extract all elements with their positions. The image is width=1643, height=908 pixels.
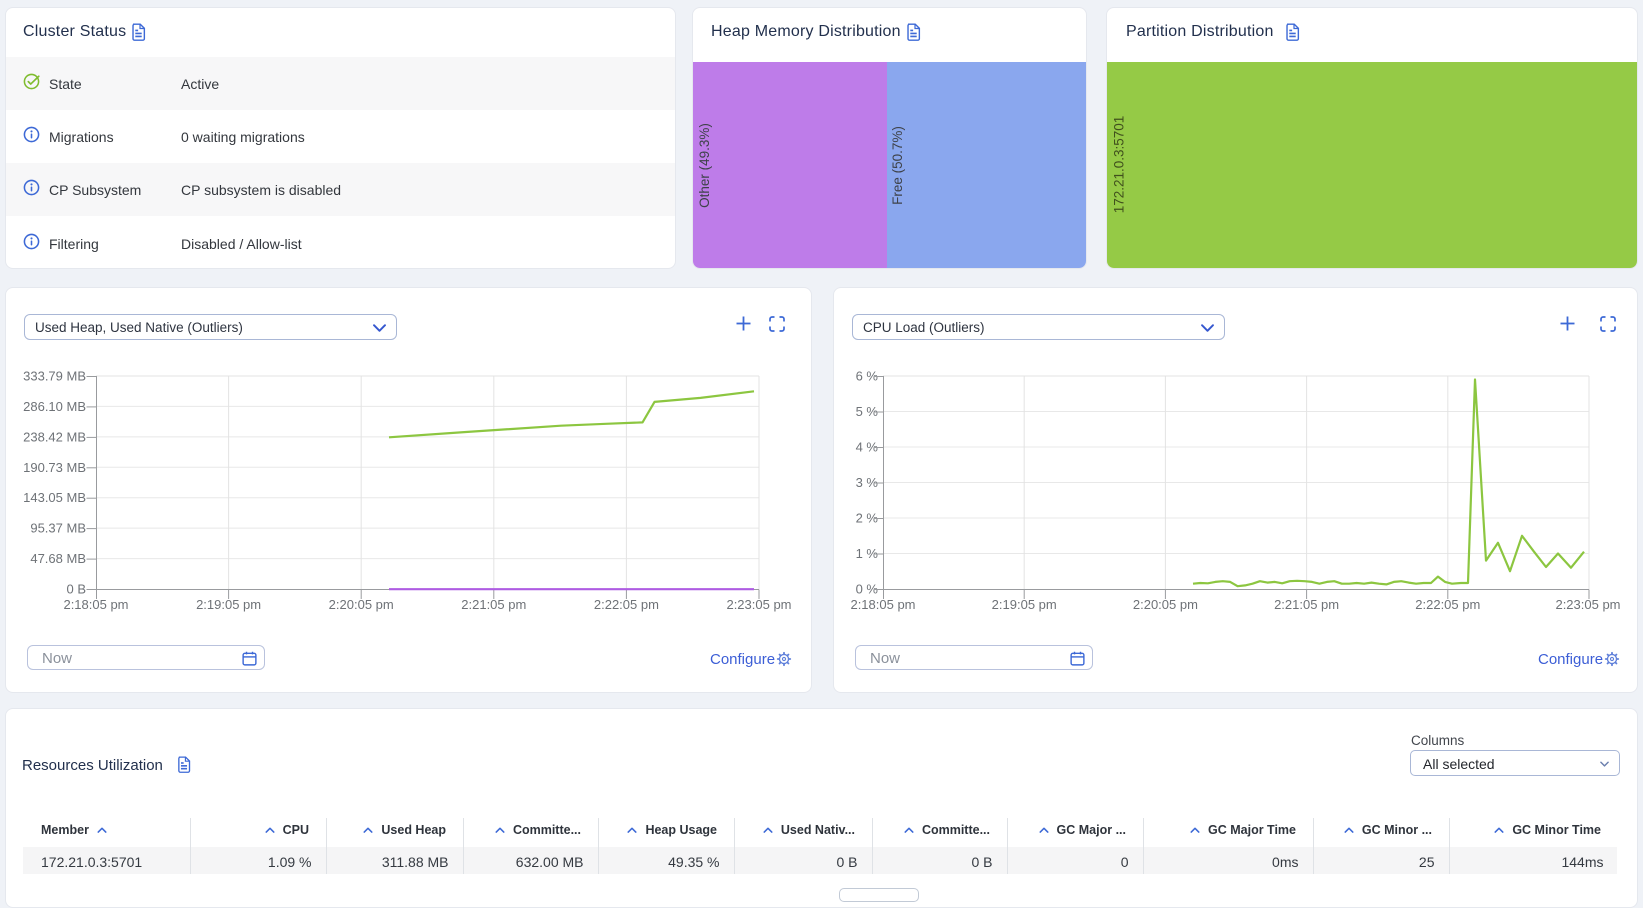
svg-text:143.05 MB: 143.05 MB xyxy=(23,490,86,505)
svg-text:2:18:05 pm: 2:18:05 pm xyxy=(850,597,915,612)
svg-text:5 %: 5 % xyxy=(856,404,879,419)
svg-text:4 %: 4 % xyxy=(856,440,879,455)
svg-text:1 %: 1 % xyxy=(856,546,879,561)
svg-text:2:19:05 pm: 2:19:05 pm xyxy=(196,597,261,612)
svg-text:238.42 MB: 238.42 MB xyxy=(23,429,86,444)
svg-text:47.68 MB: 47.68 MB xyxy=(30,551,86,566)
svg-text:286.10 MB: 286.10 MB xyxy=(23,399,86,414)
svg-text:3 %: 3 % xyxy=(856,475,879,490)
svg-text:2:20:05 pm: 2:20:05 pm xyxy=(1133,597,1198,612)
svg-text:2:21:05 pm: 2:21:05 pm xyxy=(1274,597,1339,612)
svg-text:6 %: 6 % xyxy=(856,369,879,384)
svg-text:190.73 MB: 190.73 MB xyxy=(23,460,86,475)
svg-text:2:23:05 pm: 2:23:05 pm xyxy=(1555,597,1620,612)
svg-text:333.79 MB: 333.79 MB xyxy=(23,369,86,384)
svg-text:0 %: 0 % xyxy=(856,582,879,597)
svg-text:2:20:05 pm: 2:20:05 pm xyxy=(329,597,394,612)
svg-text:2 %: 2 % xyxy=(856,511,879,526)
svg-text:0 B: 0 B xyxy=(66,582,86,597)
svg-text:2:21:05 pm: 2:21:05 pm xyxy=(461,597,526,612)
svg-text:2:22:05 pm: 2:22:05 pm xyxy=(594,597,659,612)
svg-text:2:22:05 pm: 2:22:05 pm xyxy=(1415,597,1480,612)
svg-text:2:19:05 pm: 2:19:05 pm xyxy=(992,597,1057,612)
svg-text:2:18:05 pm: 2:18:05 pm xyxy=(63,597,128,612)
svg-text:2:23:05 pm: 2:23:05 pm xyxy=(726,597,791,612)
svg-text:95.37 MB: 95.37 MB xyxy=(30,521,86,536)
